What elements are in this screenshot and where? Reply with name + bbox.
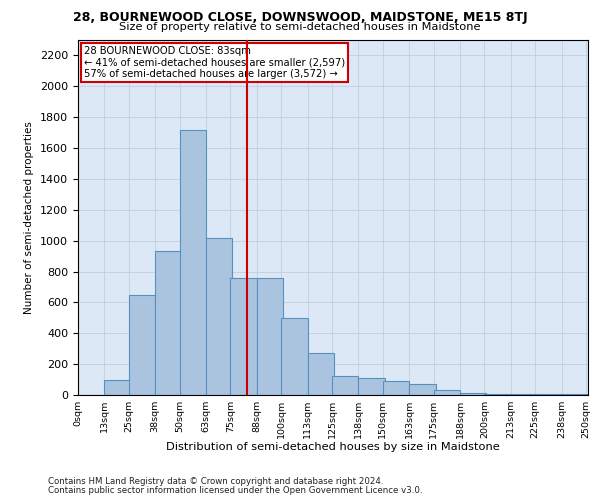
Bar	[155, 252, 182, 395]
Text: Contains HM Land Registry data © Crown copyright and database right 2024.: Contains HM Land Registry data © Crown c…	[48, 477, 383, 486]
Bar	[511, 394, 537, 395]
Text: Contains public sector information licensed under the Open Government Licence v3: Contains public sector information licen…	[48, 486, 422, 495]
Text: Distribution of semi-detached houses by size in Maidstone: Distribution of semi-detached houses by …	[166, 442, 500, 452]
Bar	[104, 380, 131, 395]
Bar	[434, 390, 460, 395]
Bar	[562, 394, 588, 395]
Bar	[308, 354, 334, 395]
Bar	[257, 278, 283, 395]
Bar	[460, 394, 487, 395]
Bar	[409, 384, 436, 395]
Text: 28, BOURNEWOOD CLOSE, DOWNSWOOD, MAIDSTONE, ME15 8TJ: 28, BOURNEWOOD CLOSE, DOWNSWOOD, MAIDSTO…	[73, 12, 527, 24]
Bar	[535, 394, 562, 395]
Bar	[484, 394, 511, 395]
Bar	[129, 294, 155, 395]
Bar	[206, 238, 232, 395]
Text: 28 BOURNEWOOD CLOSE: 83sqm
← 41% of semi-detached houses are smaller (2,597)
57%: 28 BOURNEWOOD CLOSE: 83sqm ← 41% of semi…	[84, 46, 345, 80]
Bar	[179, 130, 206, 395]
Y-axis label: Number of semi-detached properties: Number of semi-detached properties	[25, 121, 34, 314]
Text: Size of property relative to semi-detached houses in Maidstone: Size of property relative to semi-detach…	[119, 22, 481, 32]
Bar	[332, 376, 358, 395]
Bar	[358, 378, 385, 395]
Bar	[281, 318, 308, 395]
Bar	[230, 278, 257, 395]
Bar	[383, 381, 409, 395]
